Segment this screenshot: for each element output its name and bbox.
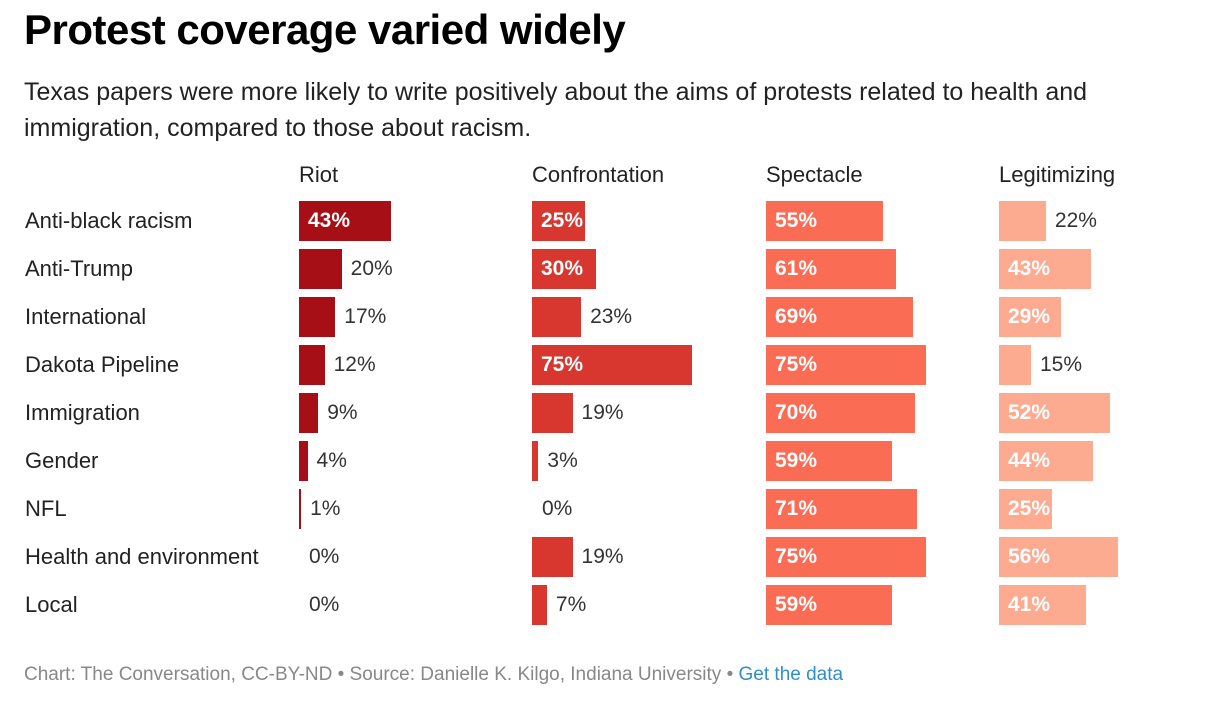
data-label: 52%: [1008, 401, 1051, 424]
bar: [999, 489, 1053, 529]
bar: [766, 441, 892, 481]
row-label: Health and environment: [25, 544, 259, 569]
bar: [999, 249, 1091, 289]
data-label: 70%: [775, 401, 818, 424]
data-label: 44%: [1008, 449, 1051, 472]
bar: [999, 345, 1031, 385]
chart-subtitle: Texas papers were more likely to write p…: [24, 78, 1088, 142]
row-label: Gender: [25, 448, 99, 473]
bar: [766, 585, 892, 625]
data-label: 55%: [775, 209, 818, 232]
bar: [299, 345, 325, 385]
data-label: 25%: [1008, 497, 1051, 520]
data-label: 41%: [1008, 593, 1051, 616]
column-header: Spectacle: [766, 162, 863, 187]
data-label: 17%: [344, 305, 387, 328]
column-header: Legitimizing: [999, 162, 1116, 187]
data-label: 56%: [1008, 545, 1051, 568]
bar: [299, 297, 336, 337]
row-label: Local: [25, 592, 78, 617]
data-label: 23%: [590, 305, 633, 328]
bar: [766, 537, 926, 577]
data-label: 22%: [1054, 209, 1097, 232]
bar: [999, 393, 1110, 433]
data-label: 61%: [775, 257, 818, 280]
data-label: 69%: [775, 305, 818, 328]
data-label: 75%: [541, 353, 584, 376]
data-label: 15%: [1040, 353, 1083, 376]
data-label: 43%: [308, 209, 351, 232]
data-label: 19%: [581, 545, 624, 568]
bar: [999, 537, 1119, 577]
row-label: Dakota Pipeline: [25, 352, 180, 377]
bar: [532, 441, 539, 481]
bar: [299, 489, 302, 529]
data-label: 1%: [310, 497, 341, 520]
data-label: 7%: [555, 593, 587, 616]
bar: [532, 201, 586, 241]
data-label: 0%: [309, 545, 340, 568]
bar: [766, 393, 916, 433]
column-header: Confrontation: [532, 162, 665, 187]
footer: Chart: The Conversation, CC-BY-ND • Sour…: [24, 664, 843, 686]
bar: [766, 201, 884, 241]
data-label: 9%: [327, 401, 358, 424]
bar: [532, 345, 692, 385]
data-label: 59%: [775, 449, 818, 472]
data-label: 3%: [547, 449, 578, 472]
row-label: Immigration: [25, 400, 140, 425]
bar: [999, 201, 1046, 241]
data-label: 19%: [581, 401, 624, 424]
bar: [299, 441, 308, 481]
bar: [299, 249, 342, 289]
get-the-data-link[interactable]: Get the data: [738, 664, 844, 685]
bar: [532, 297, 582, 337]
data-label: 12%: [333, 353, 376, 376]
data-label: 20%: [350, 257, 393, 280]
bar: [532, 537, 573, 577]
column-header: Riot: [299, 162, 339, 187]
data-label: 0%: [309, 593, 340, 616]
bar: [999, 441, 1093, 481]
bar: [766, 297, 914, 337]
chart-title: Protest coverage varied widely: [24, 6, 626, 53]
data-label: 25%: [541, 209, 584, 232]
bar: [532, 585, 547, 625]
row-label: Anti-Trump: [25, 256, 133, 281]
bar: [532, 249, 596, 289]
row-label: NFL: [25, 496, 67, 521]
data-label: 29%: [1008, 305, 1051, 328]
bar: [999, 297, 1061, 337]
data-label: 4%: [316, 449, 347, 472]
data-label: 75%: [775, 545, 818, 568]
bar: [766, 345, 926, 385]
row-label: International: [25, 304, 147, 329]
bar: [766, 249, 897, 289]
row-label: Anti-black racism: [25, 208, 193, 233]
bar: [299, 201, 391, 241]
data-label: 43%: [1008, 257, 1051, 280]
bar: [299, 393, 319, 433]
bar: [999, 585, 1087, 625]
data-label: 71%: [775, 497, 818, 520]
data-label: 30%: [541, 257, 584, 280]
data-label: 59%: [775, 593, 818, 616]
bar: [766, 489, 918, 529]
footer-credit: Chart: The Conversation, CC-BY-ND • Sour…: [24, 664, 739, 685]
data-label: 75%: [775, 353, 818, 376]
data-label: 0%: [542, 497, 573, 520]
bar: [532, 393, 573, 433]
